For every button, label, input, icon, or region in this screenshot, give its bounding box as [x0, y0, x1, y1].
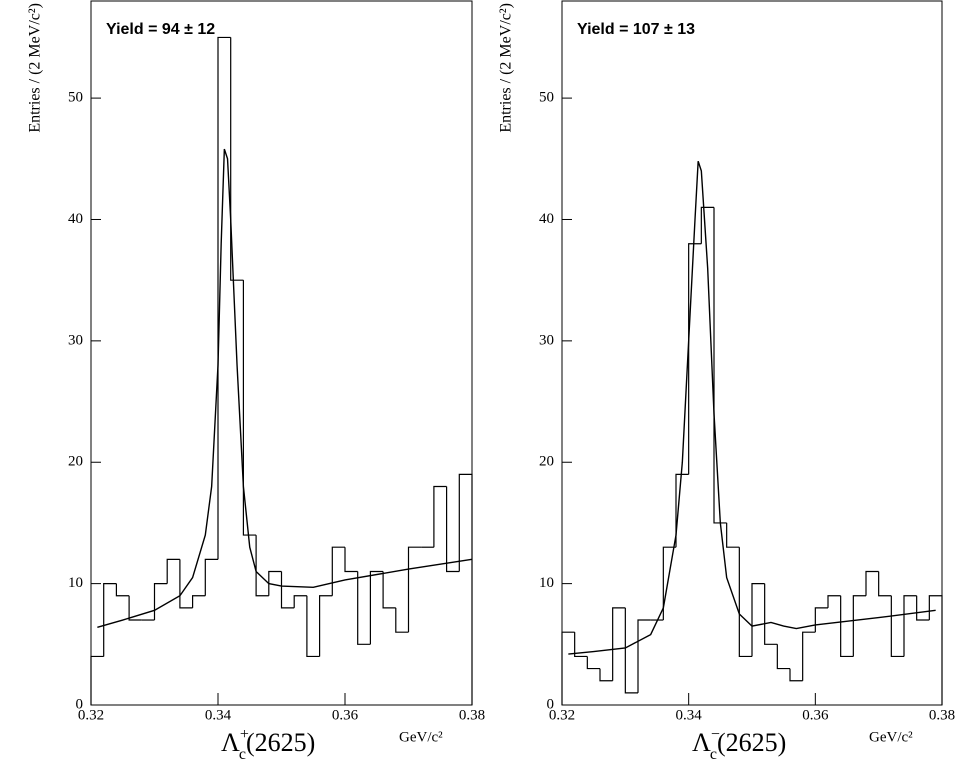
fit-curve	[568, 161, 936, 655]
y-axis-label: Entries / (2 MeV/c²)	[27, 3, 44, 133]
plot-frame	[561, 0, 943, 706]
histogram-bin	[574, 632, 588, 658]
histogram-bin	[306, 595, 320, 658]
histogram-bin	[204, 558, 218, 596]
histogram-bin	[726, 522, 740, 548]
x-tick-label: 0.36	[802, 707, 829, 723]
histogram-bin	[852, 595, 866, 657]
histogram-bin	[230, 37, 244, 281]
histogram-bin	[331, 546, 345, 596]
x-tick-label: 0.34	[676, 707, 703, 723]
x-tick-label: 0.38	[929, 707, 955, 723]
histogram-bin	[128, 595, 142, 621]
y-tick-label: 0	[547, 696, 555, 712]
histogram-bin	[395, 607, 409, 633]
histogram-bin	[700, 206, 714, 244]
histogram-bin	[586, 656, 600, 670]
y-tick-label: 40	[539, 211, 554, 227]
x-axis-unit: GeV/c²	[399, 729, 443, 745]
fit-curve	[97, 148, 473, 628]
histogram-bin	[268, 570, 282, 596]
histogram-bin	[713, 207, 727, 524]
histogram-bin	[369, 570, 384, 645]
x-tick-label: 0.34	[205, 707, 232, 723]
histogram-bin	[928, 595, 943, 705]
histogram-bin	[840, 595, 854, 658]
histogram-bin	[103, 583, 117, 657]
y-tick-label: 30	[68, 332, 83, 348]
x-label-base: Λ	[692, 728, 711, 757]
histogram-bin	[764, 583, 778, 645]
x-tick-label: 0.32	[78, 707, 104, 723]
histogram-bin	[814, 607, 828, 633]
histogram-bin	[878, 571, 892, 597]
y-axis-label: Entries / (2 MeV/c²)	[498, 3, 515, 133]
histogram-bin	[624, 607, 638, 694]
histogram-bin	[599, 668, 613, 682]
histogram-bin	[344, 547, 358, 573]
histogram-bin	[192, 595, 206, 608]
histogram-bin	[255, 535, 269, 597]
y-tick-label: 0	[76, 696, 84, 712]
histogram-bin	[166, 558, 180, 584]
histogram-bin	[293, 595, 307, 608]
x-tick-label: 0.36	[332, 707, 359, 723]
histogram-bin	[688, 243, 702, 475]
histogram-bin	[115, 583, 130, 597]
histogram-bin	[382, 571, 396, 609]
histogram-bin	[433, 485, 447, 548]
y-tick-label: 10	[68, 575, 83, 591]
histogram-bin	[90, 655, 104, 705]
x-label-sup: −	[711, 726, 720, 743]
histogram-bin	[153, 583, 168, 621]
y-tick-label: 30	[539, 332, 554, 348]
histogram-bin	[280, 571, 295, 609]
histogram-bin	[827, 595, 841, 608]
y-tick-label: 50	[68, 90, 83, 106]
x-tick-label: 0.38	[459, 707, 485, 723]
annotation: Yield = 107 ± 13	[577, 21, 695, 38]
x-label-rest: (2625)	[246, 728, 315, 757]
x-tick-label: 0.32	[549, 707, 575, 723]
x-axis-unit: GeV/c²	[869, 729, 913, 745]
x-label-sup: +	[240, 726, 249, 743]
histogram-bin	[357, 571, 371, 645]
y-tick-label: 50	[539, 90, 554, 106]
y-tick-label: 10	[539, 575, 554, 591]
histogram-bin	[865, 570, 879, 596]
histogram-bin	[890, 595, 904, 658]
y-tick-label: 20	[68, 454, 83, 470]
x-label-sub: c	[239, 746, 246, 763]
histogram-bin	[217, 36, 231, 560]
x-label-sub: c	[710, 746, 717, 763]
histogram-bin	[675, 473, 689, 548]
histogram-bin	[407, 546, 422, 633]
histogram-bin	[738, 547, 752, 658]
histogram-bin	[561, 631, 575, 705]
histogram-bin	[751, 583, 765, 657]
x-axis-label: Λ+ c(2625)	[221, 726, 315, 763]
histogram-bin	[916, 595, 930, 621]
histogram-bin	[179, 559, 193, 609]
histogram-bin	[662, 546, 676, 621]
x-label-rest: (2625)	[717, 728, 786, 757]
histogram-bin	[776, 644, 790, 670]
histogram-bin	[319, 595, 333, 657]
histogram-bin	[802, 631, 816, 681]
histogram-bin	[903, 595, 917, 657]
histogram-bin	[458, 473, 473, 705]
y-tick-label: 20	[539, 454, 554, 470]
histogram-bin	[637, 619, 651, 693]
y-tick-label: 40	[68, 211, 83, 227]
annotation: Yield = 94 ± 12	[106, 21, 215, 38]
histogram-bin	[446, 486, 460, 573]
histogram-bin	[612, 607, 626, 681]
plot-frame	[90, 0, 473, 706]
histogram-bin	[242, 280, 257, 536]
x-axis-label: Λ− c(2625)	[692, 726, 786, 763]
x-label-base: Λ	[221, 728, 240, 757]
histogram-bin	[789, 668, 803, 682]
